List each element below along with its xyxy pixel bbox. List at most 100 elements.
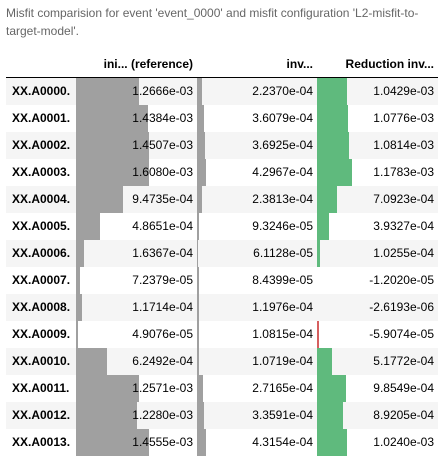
misfit-table: ini... (reference) inv... Reduction inv.… <box>6 51 438 456</box>
initial-value: 1.2571e-03 <box>132 381 193 395</box>
station-cell: XX.A0004. <box>6 186 76 213</box>
table-row: XX.A0002. 1.4507e-03 3.6925e-04 1.0814e-03 <box>6 132 438 159</box>
station-cell: XX.A0009. <box>6 321 76 348</box>
initial-value: 9.4735e-04 <box>132 192 193 206</box>
station-cell: XX.A0010. <box>6 348 76 375</box>
inverted-cell: 1.1976e-04 <box>197 294 317 321</box>
inverted-cell: 1.0815e-04 <box>197 321 317 348</box>
initial-bar <box>76 267 80 294</box>
reduction-bar <box>317 105 349 132</box>
initial-bar <box>76 105 148 132</box>
reduction-bar <box>317 159 352 186</box>
initial-bar <box>76 213 101 240</box>
initial-cell: 1.1714e-04 <box>76 294 197 321</box>
inverted-value: 1.0815e-04 <box>252 327 313 341</box>
column-header-station <box>6 51 76 78</box>
reduction-bar <box>317 375 346 402</box>
initial-cell: 1.6080e-03 <box>76 159 197 186</box>
table-row: XX.A0011. 1.2571e-03 2.7165e-04 9.8549e-04 <box>6 375 438 402</box>
table-row: XX.A0009. 4.9076e-05 1.0815e-04 -5.9074e-05 <box>6 321 438 348</box>
station-cell: XX.A0012. <box>6 402 76 429</box>
inverted-cell: 3.6079e-04 <box>197 105 317 132</box>
table-row: XX.A0013. 1.4555e-03 4.3154e-04 1.0240e-03 <box>6 429 438 456</box>
inverted-cell: 3.6925e-04 <box>197 132 317 159</box>
initial-value: 6.2492e-04 <box>132 354 193 368</box>
station-cell: XX.A0002. <box>6 132 76 159</box>
initial-cell: 1.6367e-04 <box>76 240 197 267</box>
column-header-reduction: Reduction inv... <box>317 51 438 78</box>
initial-bar <box>76 294 82 321</box>
initial-value: 1.4507e-03 <box>132 138 193 152</box>
inverted-bar <box>197 375 203 402</box>
initial-bar <box>76 159 149 186</box>
reduction-value: 1.0255e-04 <box>373 246 434 260</box>
reduction-bar <box>317 429 347 456</box>
table-row: XX.A0012. 1.2280e-03 3.3591e-04 8.9205e-04 <box>6 402 438 429</box>
reduction-cell: 8.9205e-04 <box>317 402 438 429</box>
station-cell: XX.A0007. <box>6 267 76 294</box>
inverted-value: 8.4399e-05 <box>252 273 313 287</box>
station-cell: XX.A0001. <box>6 105 76 132</box>
station-cell: XX.A0005. <box>6 213 76 240</box>
initial-value: 1.4384e-03 <box>132 111 193 125</box>
inverted-cell: 6.1128e-05 <box>197 240 317 267</box>
reduction-cell: 9.8549e-04 <box>317 375 438 402</box>
reduction-cell: 7.0923e-04 <box>317 186 438 213</box>
reduction-bar <box>317 213 329 240</box>
reduction-value: 1.0776e-03 <box>373 111 434 125</box>
reduction-value: -2.6193e-06 <box>369 300 434 314</box>
station-cell: XX.A0006. <box>6 240 76 267</box>
initial-value: 7.2379e-05 <box>132 273 193 287</box>
table-row: XX.A0003. 1.6080e-03 4.2967e-04 1.1783e-03 <box>6 159 438 186</box>
initial-value: 4.8651e-04 <box>132 219 193 233</box>
reduction-value: 5.1772e-04 <box>373 354 434 368</box>
inverted-value: 3.6079e-04 <box>252 111 313 125</box>
table-row: XX.A0006. 1.6367e-04 6.1128e-05 1.0255e-04 <box>6 240 438 267</box>
reduction-bar <box>317 132 350 159</box>
table-header-row: ini... (reference) inv... Reduction inv.… <box>6 51 438 78</box>
column-header-initial: ini... (reference) <box>76 51 197 78</box>
initial-value: 1.2280e-03 <box>132 408 193 422</box>
initial-cell: 9.4735e-04 <box>76 186 197 213</box>
initial-cell: 1.2666e-03 <box>76 77 197 105</box>
initial-bar <box>76 240 85 267</box>
inverted-value: 2.7165e-04 <box>252 381 313 395</box>
reduction-bar <box>317 321 319 348</box>
inverted-bar <box>197 240 199 267</box>
initial-value: 1.6080e-03 <box>132 165 193 179</box>
inverted-value: 4.2967e-04 <box>252 165 313 179</box>
table-row: XX.A0000. 1.2666e-03 2.2370e-04 1.0429e-03 <box>6 77 438 105</box>
initial-bar <box>76 375 139 402</box>
initial-bar <box>76 429 149 456</box>
reduction-bar <box>317 348 332 375</box>
inverted-value: 3.6925e-04 <box>252 138 313 152</box>
initial-value: 1.1714e-04 <box>132 300 193 314</box>
inverted-bar <box>197 321 200 348</box>
initial-cell: 7.2379e-05 <box>76 267 197 294</box>
station-cell: XX.A0013. <box>6 429 76 456</box>
table-body: XX.A0000. 1.2666e-03 2.2370e-04 1.0429e-03 X… <box>6 77 438 456</box>
initial-cell: 1.4507e-03 <box>76 132 197 159</box>
inverted-bar <box>197 78 202 105</box>
initial-cell: 6.2492e-04 <box>76 348 197 375</box>
station-cell: XX.A0011. <box>6 375 76 402</box>
table-row: XX.A0004. 9.4735e-04 2.3813e-04 7.0923e-04 <box>6 186 438 213</box>
inverted-bar <box>197 429 206 456</box>
station-cell: XX.A0003. <box>6 159 76 186</box>
inverted-bar <box>197 105 205 132</box>
initial-cell: 1.4555e-03 <box>76 429 197 456</box>
reduction-cell: 1.0240e-03 <box>317 429 438 456</box>
reduction-cell: 1.0814e-03 <box>317 132 438 159</box>
inverted-bar <box>197 294 200 321</box>
reduction-cell: 3.9327e-04 <box>317 213 438 240</box>
inverted-cell: 8.4399e-05 <box>197 267 317 294</box>
initial-cell: 1.4384e-03 <box>76 105 197 132</box>
column-header-inverted: inv... <box>197 51 317 78</box>
inverted-value: 9.3246e-05 <box>252 219 313 233</box>
reduction-value: 9.8549e-04 <box>373 381 434 395</box>
reduction-value: 1.0240e-03 <box>373 435 434 449</box>
inverted-cell: 9.3246e-05 <box>197 213 317 240</box>
reduction-value: 7.0923e-04 <box>373 192 434 206</box>
station-cell: XX.A0000. <box>6 77 76 105</box>
